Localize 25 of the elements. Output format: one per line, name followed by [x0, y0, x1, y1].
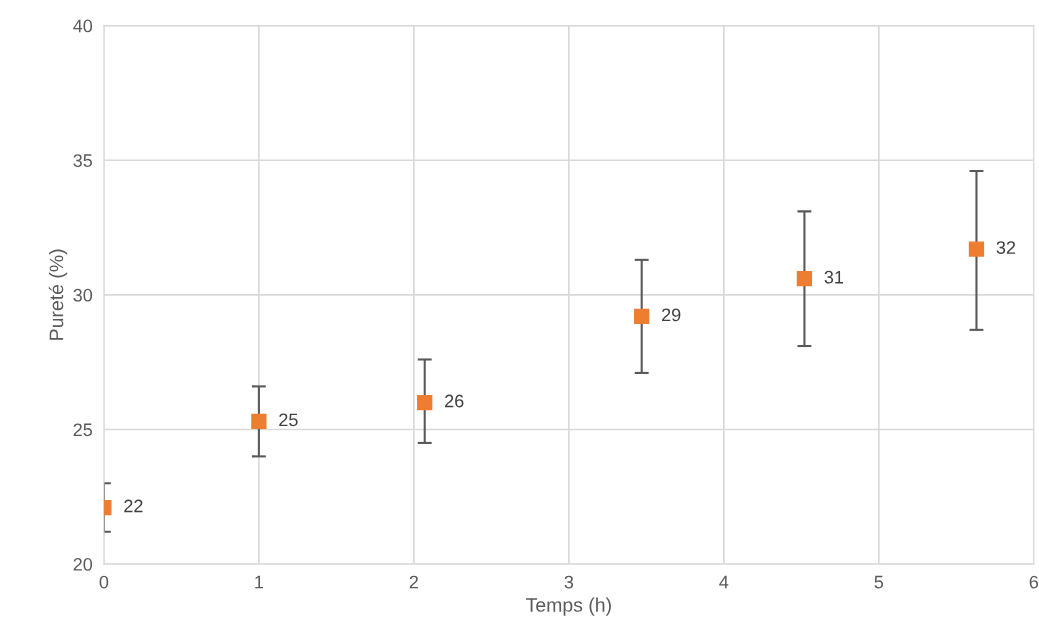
point	[634, 308, 650, 325]
x-tick-label: 4	[719, 575, 729, 589]
x-axis-title: Temps (h)	[526, 597, 611, 616]
data-label: 25	[279, 413, 298, 427]
data-label: 32	[996, 241, 1016, 254]
x-tick-label: 6	[1029, 575, 1039, 589]
y-tick-label: 40	[73, 19, 93, 33]
y-tick-label: 30	[73, 288, 93, 302]
data-label: 22	[124, 499, 143, 513]
x-tick-label: 1	[255, 575, 264, 589]
y-tick-label: 20	[73, 558, 93, 571]
y-axis-title: Pureté (%)	[48, 249, 68, 340]
point	[417, 394, 433, 411]
data-label: 31	[824, 270, 844, 284]
data-label: 29	[662, 308, 681, 322]
y-tick-label: 35	[73, 154, 93, 167]
point	[251, 413, 267, 430]
x-tick-label: 2	[409, 575, 418, 589]
x-tick-label: 5	[874, 575, 884, 589]
point	[968, 241, 985, 257]
x-tick-label: 0	[99, 575, 109, 589]
point	[796, 271, 813, 287]
x-tick-label: 3	[564, 575, 574, 589]
data-label: 26	[445, 394, 464, 408]
y-tick-label: 25	[73, 423, 93, 437]
